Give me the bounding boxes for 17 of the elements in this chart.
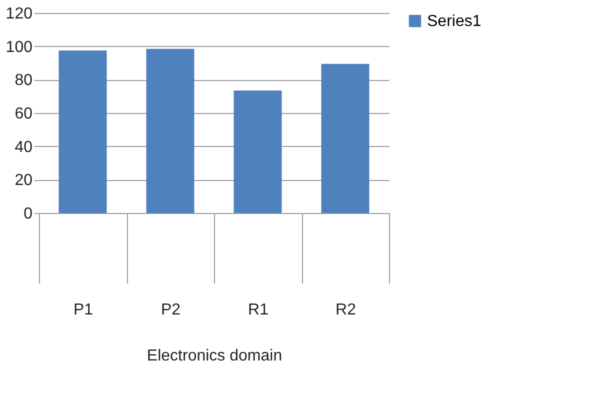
y-tick-label: 60 — [14, 106, 33, 122]
x-tick-label: P1 — [73, 302, 94, 318]
x-tick-label: R2 — [336, 302, 356, 318]
bar — [321, 64, 370, 213]
y-tick-label: 120 — [6, 6, 33, 22]
x-axis-title: Electronics domain — [146, 348, 282, 364]
y-tick-label: 0 — [24, 206, 33, 222]
x-tick-label: R1 — [248, 302, 269, 318]
x-tick-label: P2 — [160, 302, 181, 318]
y-tick-label: 100 — [6, 38, 33, 56]
y-tick-label: 40 — [14, 138, 33, 156]
y-tick-label: 20 — [14, 172, 33, 190]
bar — [234, 90, 282, 213]
bar — [146, 48, 194, 213]
bar — [58, 50, 107, 213]
legend-label: Series1 — [427, 13, 482, 30]
y-tick-label: 80 — [14, 72, 33, 90]
